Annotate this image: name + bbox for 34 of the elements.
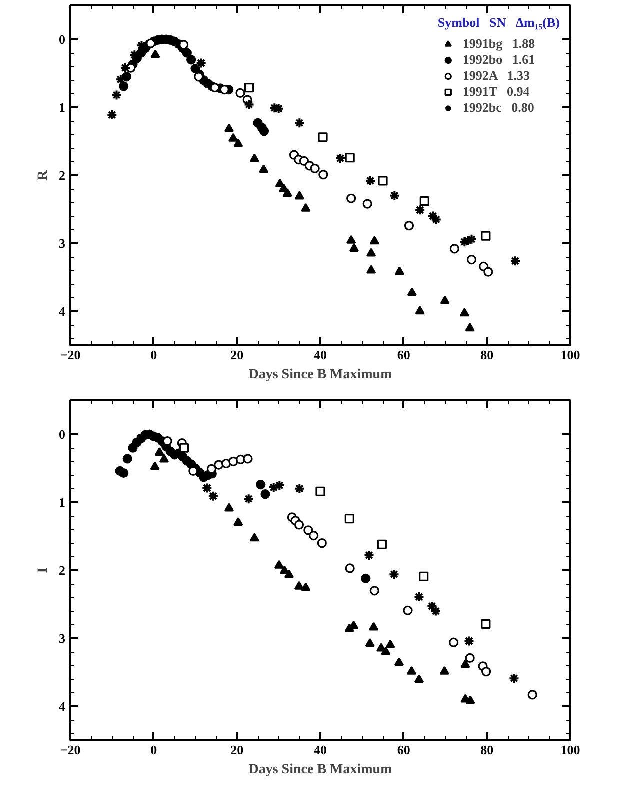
x-tick-label: 80 (480, 742, 494, 758)
x-tick-label: 40 (314, 742, 327, 758)
x-tick-label: 100 (560, 348, 580, 362)
y-tick-label: 2 (59, 168, 66, 183)
y-tick-label: 4 (59, 699, 66, 714)
legend-label: 1991T 0.94 (462, 84, 530, 100)
legend-label: 1992A 1.33 (462, 68, 530, 84)
x-tick-label: 20 (230, 348, 244, 362)
x-tick-label: 80 (480, 348, 494, 362)
x-tick-label: 60 (397, 348, 410, 362)
x-tick-label: 20 (230, 742, 244, 758)
y-tick-label: 1 (59, 495, 66, 510)
x-tick-label: 40 (314, 348, 327, 362)
x-tick-label: 0 (150, 742, 158, 758)
x-axis-title: Days Since B Maximum (248, 368, 393, 382)
x-tick-label: 100 (560, 742, 580, 758)
legend-title: Symbol SN Δm₁₅(B) (438, 15, 560, 31)
legend-label: 1991bg 1.88 (462, 36, 536, 52)
x-tick-label: −20 (60, 348, 81, 362)
y-tick-label: 3 (59, 631, 66, 646)
y-tick-label: 0 (59, 427, 66, 442)
y-tick-label: 4 (59, 304, 66, 319)
legend-label: 1992bc 0.80 (462, 100, 534, 116)
legend-label: 1992bo 1.61 (462, 52, 536, 68)
y-axis-title: R (36, 170, 51, 181)
y-tick-label: 1 (59, 100, 66, 115)
x-tick-label: 60 (397, 742, 410, 758)
y-axis-title: I (36, 568, 51, 574)
x-tick-label: −20 (60, 742, 81, 758)
x-tick-label: 0 (150, 348, 158, 362)
x-axis-title: Days Since B Maximum (248, 762, 393, 778)
y-tick-label: 0 (59, 32, 66, 47)
y-tick-label: 3 (59, 236, 66, 251)
y-tick-label: 2 (59, 563, 66, 578)
